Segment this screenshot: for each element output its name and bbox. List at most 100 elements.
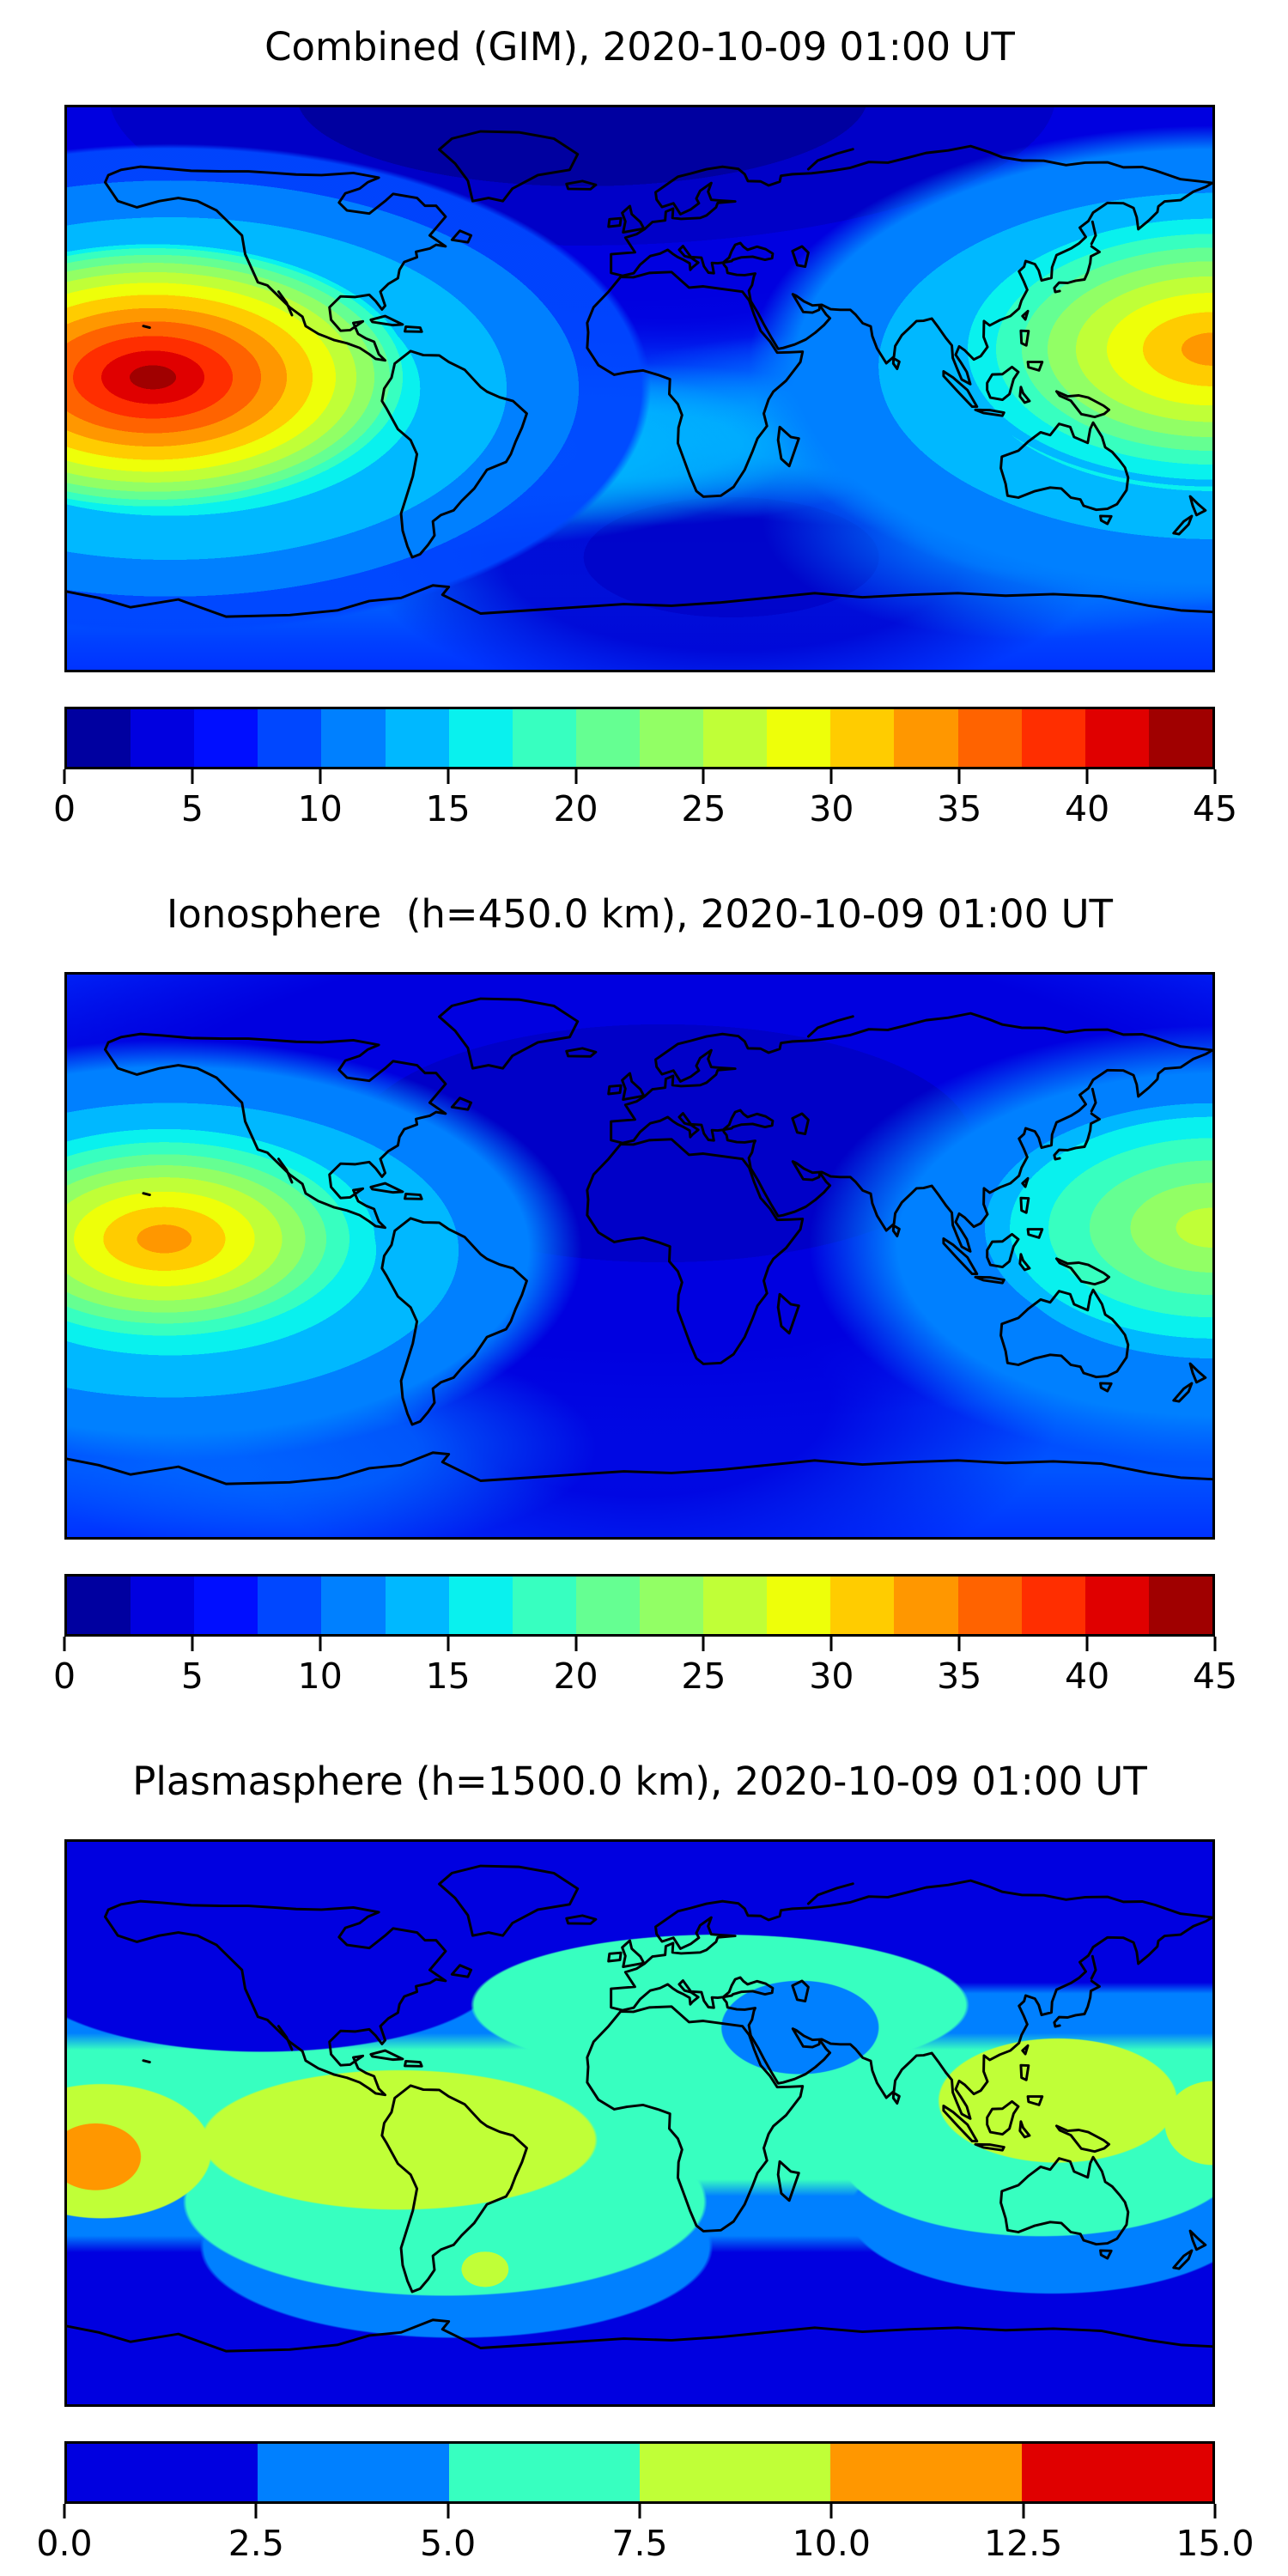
panel-title-combined: Combined (GIM), 2020-10-09 01:00 UT (264, 24, 1015, 70)
colorbar-segment (1148, 1577, 1212, 1634)
colorbar-plasmasphere: 0.0 2.5 5.0 7.5 10.0 12.5 15.0 (36, 2441, 1255, 2571)
colorbar-segment (1021, 1577, 1085, 1634)
colorbar-segment (194, 1577, 258, 1634)
colorbar-gradient (64, 2441, 1215, 2504)
colorbar-segment (639, 1577, 704, 1634)
colorbar-ticks: 0 5 10 15 20 25 30 35 40 45 (53, 1637, 1237, 1704)
coastlines-icon (67, 1864, 1212, 2353)
colorbar-tick-label: 0 (52, 788, 76, 829)
colorbar-segment (131, 1577, 195, 1634)
colorbar-tickmark (1085, 1637, 1089, 1651)
colorbar-tickmark (191, 1637, 194, 1651)
colorbar-segment (448, 709, 513, 767)
colorbar-tick-label: 5 (180, 788, 204, 829)
colorbar-tick-label: 7.5 (611, 2523, 668, 2564)
colorbar-tick-label: 30 (809, 1656, 854, 1697)
colorbar-ticks: 0.0 2.5 5.0 7.5 10.0 12.5 15.0 (36, 2504, 1255, 2571)
colorbar-tickmark (1213, 2504, 1217, 2518)
colorbar-tickmark (319, 1637, 322, 1651)
colorbar-tick-label: 45 (1192, 1656, 1238, 1697)
colorbar-ionosphere: 0 5 10 15 20 25 30 35 40 45 (53, 1574, 1237, 1704)
colorbar-segment (767, 1577, 831, 1634)
map-ionosphere (64, 972, 1215, 1540)
colorbar-tickmark (829, 1637, 833, 1651)
colorbar-tickmark (319, 769, 322, 784)
colorbar-segment (639, 709, 704, 767)
colorbar-tickmark (957, 769, 961, 784)
colorbar-segment (575, 1577, 640, 1634)
colorbar-tick-label: 15.0 (1176, 2523, 1255, 2564)
colorbar-gradient (64, 1574, 1215, 1637)
colorbar-segment (703, 1577, 768, 1634)
colorbar-tick-label: 10.0 (792, 2523, 871, 2564)
colorbar-tickmark (702, 769, 705, 784)
coastlines-icon (67, 997, 1212, 1485)
colorbar-tickmark (957, 1637, 961, 1651)
colorbar-segment (385, 709, 449, 767)
colorbar-tickmark (574, 769, 578, 784)
colorbar-tick-label: 20 (553, 788, 598, 829)
colorbar-tick-label: 10 (297, 788, 343, 829)
colorbar-segment (1084, 1577, 1149, 1634)
colorbar-segment (1148, 709, 1212, 767)
colorbar-segment (321, 1577, 386, 1634)
colorbar-segment (67, 1577, 131, 1634)
colorbar-segment (830, 709, 895, 767)
colorbar-tickmark (447, 1637, 450, 1651)
colorbar-tickmark (829, 769, 833, 784)
colorbar-tickmark (1213, 1637, 1217, 1651)
colorbar-tick-label: 5.0 (420, 2523, 477, 2564)
panel-title-plasmasphere: Plasmasphere (h=1500.0 km), 2020-10-09 0… (132, 1759, 1147, 1804)
colorbar-tickmark (829, 2504, 833, 2518)
panel-title-ionosphere: Ionosphere (h=450.0 km), 2020-10-09 01:0… (166, 891, 1114, 937)
colorbar-tick-label: 25 (681, 1656, 726, 1697)
colorbar-segment (258, 2444, 449, 2501)
colorbar-tick-label: 20 (553, 1656, 598, 1697)
colorbar-tickmark (254, 2504, 258, 2518)
colorbar-tickmark (191, 769, 194, 784)
colorbar-tick-label: 15 (425, 788, 471, 829)
colorbar-tickmark (447, 769, 450, 784)
colorbar-segment (957, 1577, 1022, 1634)
colorbar-tickmark (1022, 2504, 1025, 2518)
colorbar-tick-label: 12.5 (984, 2523, 1063, 2564)
coastlines-icon (67, 130, 1212, 618)
colorbar-segment (830, 1577, 895, 1634)
colorbar-tick-label: 35 (937, 1656, 982, 1697)
colorbar-segment (703, 709, 768, 767)
colorbar-gradient (64, 707, 1215, 769)
colorbar-tickmark (63, 769, 66, 784)
colorbar-segment (1021, 2444, 1212, 2501)
colorbar-segment (321, 709, 386, 767)
colorbar-combined: 0 5 10 15 20 25 30 35 40 45 (53, 707, 1237, 836)
panel-combined: Combined (GIM), 2020-10-09 01:00 UT 0 5 10… (53, 22, 1237, 836)
colorbar-ticks: 0 5 10 15 20 25 30 35 40 45 (53, 769, 1237, 836)
colorbar-segment (258, 709, 322, 767)
colorbar-segment (385, 1577, 449, 1634)
colorbar-tick-label: 0.0 (36, 2523, 93, 2564)
colorbar-segment (1084, 709, 1149, 767)
colorbar-tick-label: 45 (1192, 788, 1238, 829)
colorbar-segment (194, 709, 258, 767)
colorbar-tickmark (638, 2504, 641, 2518)
map-plasmasphere (64, 1839, 1215, 2407)
colorbar-tick-label: 40 (1065, 788, 1110, 829)
colorbar-tick-label: 15 (425, 1656, 471, 1697)
colorbar-segment (767, 709, 831, 767)
colorbar-tickmark (63, 2504, 66, 2518)
colorbar-segment (639, 2444, 831, 2501)
colorbar-segment (830, 2444, 1022, 2501)
colorbar-segment (957, 709, 1022, 767)
colorbar-tick-label: 2.5 (228, 2523, 284, 2564)
panel-ionosphere: Ionosphere (h=450.0 km), 2020-10-09 01:0… (53, 890, 1237, 1704)
colorbar-tick-label: 25 (681, 788, 726, 829)
colorbar-tick-label: 35 (937, 788, 982, 829)
colorbar-segment (575, 709, 640, 767)
colorbar-segment (894, 1577, 958, 1634)
colorbar-segment (131, 709, 195, 767)
colorbar-tickmark (1085, 769, 1089, 784)
colorbar-segment (1021, 709, 1085, 767)
colorbar-segment (67, 2444, 258, 2501)
colorbar-segment (512, 709, 576, 767)
colorbar-segment (67, 709, 131, 767)
